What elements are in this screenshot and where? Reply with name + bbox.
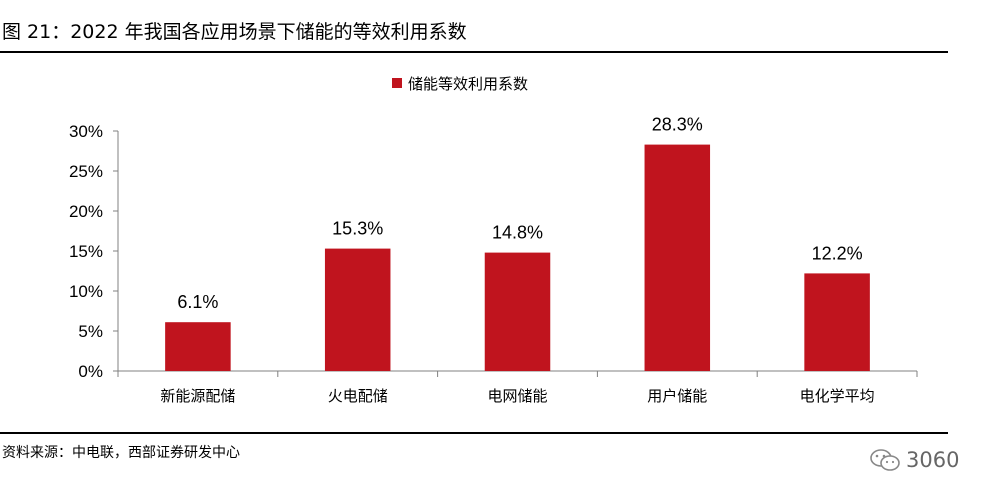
- data-label: 6.1%: [177, 292, 218, 312]
- legend-label: 储能等效利用系数: [408, 75, 528, 93]
- source-note: 资料来源：中电联，西部证券研发中心: [2, 445, 240, 461]
- data-label: 12.2%: [812, 243, 863, 263]
- y-tick-label: 25%: [69, 162, 103, 181]
- bar: [165, 322, 231, 371]
- bottom-rule: [0, 432, 948, 434]
- x-tick-label: 电化学平均: [800, 387, 875, 405]
- bar-chart: 储能等效利用系数 0% 5% 10% 15% 20% 25% 30% 新能源配储 火电配储 电网储…: [69, 75, 918, 405]
- bar: [644, 144, 711, 371]
- y-tick-label: 10%: [69, 282, 103, 301]
- x-tick-label: 用户储能: [647, 387, 707, 405]
- watermark-text: 3060: [906, 448, 960, 472]
- chart-axes: 0% 5% 10% 15% 20% 25% 30% 新能源配储 火电配储 电网储能 用户储能 电化学平…: [69, 122, 918, 405]
- x-tick-label: 电网储能: [487, 387, 547, 405]
- bar: [324, 248, 391, 371]
- y-tick-label: 0%: [78, 362, 103, 381]
- legend-swatch: [392, 78, 402, 88]
- watermark: 3060: [868, 447, 959, 473]
- data-label: 15.3%: [332, 219, 383, 239]
- x-tick-label: 火电配储: [328, 387, 388, 405]
- y-tick-label: 15%: [69, 242, 103, 261]
- wechat-icon: [870, 449, 900, 471]
- bar: [804, 273, 870, 371]
- y-tick-label: 20%: [69, 202, 103, 221]
- chart-legend: 储能等效利用系数: [392, 75, 528, 93]
- bar: [484, 252, 551, 371]
- top-rule: [0, 51, 948, 53]
- chart-bars: [165, 144, 870, 371]
- x-tick-label: 新能源配储: [160, 387, 235, 405]
- data-label: 28.3%: [652, 115, 703, 135]
- figure-title: 图 21：2022 年我国各应用场景下储能的等效利用系数: [2, 21, 467, 43]
- y-tick-label: 5%: [78, 322, 103, 341]
- chart-data-labels: 6.1% 15.3% 14.8% 28.3% 12.2%: [177, 115, 862, 313]
- data-label: 14.8%: [492, 223, 543, 243]
- y-tick-label: 30%: [69, 122, 103, 141]
